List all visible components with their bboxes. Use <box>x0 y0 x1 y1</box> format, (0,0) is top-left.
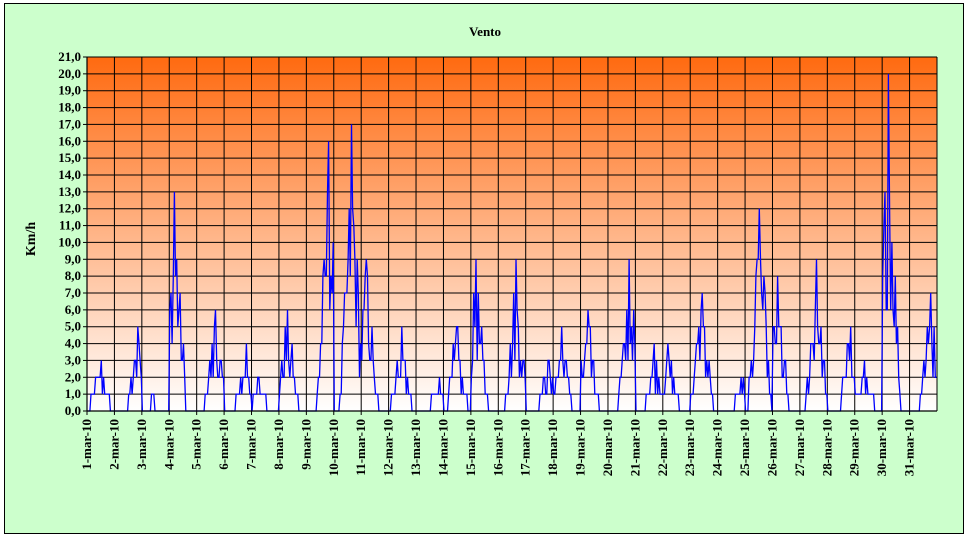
y-tick-label: 3,0 <box>65 352 81 367</box>
x-tick-label: 23-mar-10 <box>682 419 697 476</box>
y-tick-label: 15,0 <box>58 150 81 165</box>
y-tick-label: 8,0 <box>65 268 81 283</box>
x-tick-label: 1-mar-10 <box>79 419 94 470</box>
x-tick-label: 20-mar-10 <box>600 419 615 476</box>
y-tick-label: 21,0 <box>58 49 81 64</box>
x-tick-label: 21-mar-10 <box>627 419 642 476</box>
x-tick-label: 10-mar-10 <box>326 419 341 476</box>
x-tick-label: 8-mar-10 <box>271 419 286 470</box>
y-axis-title: Km/h <box>24 222 39 256</box>
y-tick-label: 1,0 <box>65 386 81 401</box>
y-tick-label: 20,0 <box>58 66 81 81</box>
x-tick-label: 14-mar-10 <box>435 419 450 476</box>
x-tick-label: 5-mar-10 <box>189 419 204 470</box>
y-tick-label: 13,0 <box>58 184 81 199</box>
x-tick-label: 25-mar-10 <box>737 419 752 476</box>
y-tick-label: 5,0 <box>65 319 81 334</box>
x-tick-label: 2-mar-10 <box>106 419 121 470</box>
x-tick-label: 18-mar-10 <box>545 419 560 476</box>
x-tick-label: 11-mar-10 <box>353 419 368 476</box>
y-tick-label: 0,0 <box>65 403 81 418</box>
y-tick-label: 12,0 <box>58 201 81 216</box>
x-tick-label: 31-mar-10 <box>902 419 917 476</box>
y-tick-label: 4,0 <box>65 336 81 351</box>
x-tick-label: 17-mar-10 <box>518 419 533 476</box>
y-tick-label: 2,0 <box>65 369 81 384</box>
x-tick-label: 15-mar-10 <box>463 419 478 476</box>
y-tick-label: 9,0 <box>65 251 81 266</box>
x-tick-label: 7-mar-10 <box>244 419 259 470</box>
x-tick-label: 9-mar-10 <box>298 419 313 470</box>
x-tick-label: 19-mar-10 <box>573 419 588 476</box>
x-tick-label: 28-mar-10 <box>819 419 834 476</box>
chart-frame: Vento Km/h 0,0 1,0 2,0 3,0 4,0 5,0 6,0 7,0 8,0 9,… <box>4 3 964 534</box>
x-tick-label: 26-mar-10 <box>764 419 779 476</box>
x-tick-label: 13-mar-10 <box>408 419 423 476</box>
x-tick-label: 22-mar-10 <box>655 419 670 476</box>
y-tick-label: 14,0 <box>58 167 81 182</box>
x-tick-label: 3-mar-10 <box>134 419 149 470</box>
chart-title: Vento <box>469 24 501 39</box>
x-tick-label: 6-mar-10 <box>216 419 231 470</box>
y-tick-label: 6,0 <box>65 302 81 317</box>
x-tick-label: 29-mar-10 <box>847 419 862 476</box>
y-tick-label: 10,0 <box>58 234 81 249</box>
y-tick-label: 18,0 <box>58 100 81 115</box>
x-tick-label: 30-mar-10 <box>874 419 889 476</box>
x-tick-label: 12-mar-10 <box>381 419 396 476</box>
x-tick-label: 24-mar-10 <box>710 419 725 476</box>
y-tick-label: 16,0 <box>58 133 81 148</box>
x-tick-label: 4-mar-10 <box>161 419 176 470</box>
x-tick-label: 27-mar-10 <box>792 419 807 476</box>
y-tick-label: 19,0 <box>58 83 81 98</box>
chart-svg: Vento Km/h 0,0 1,0 2,0 3,04,0 5,0 6,0 7,0 8,0 9,… <box>24 24 938 476</box>
y-tick-label: 11,0 <box>59 218 81 233</box>
x-tick-label: 16-mar-10 <box>490 419 505 476</box>
y-tick-label: 7,0 <box>65 285 81 300</box>
y-tick-label: 17,0 <box>58 116 81 131</box>
